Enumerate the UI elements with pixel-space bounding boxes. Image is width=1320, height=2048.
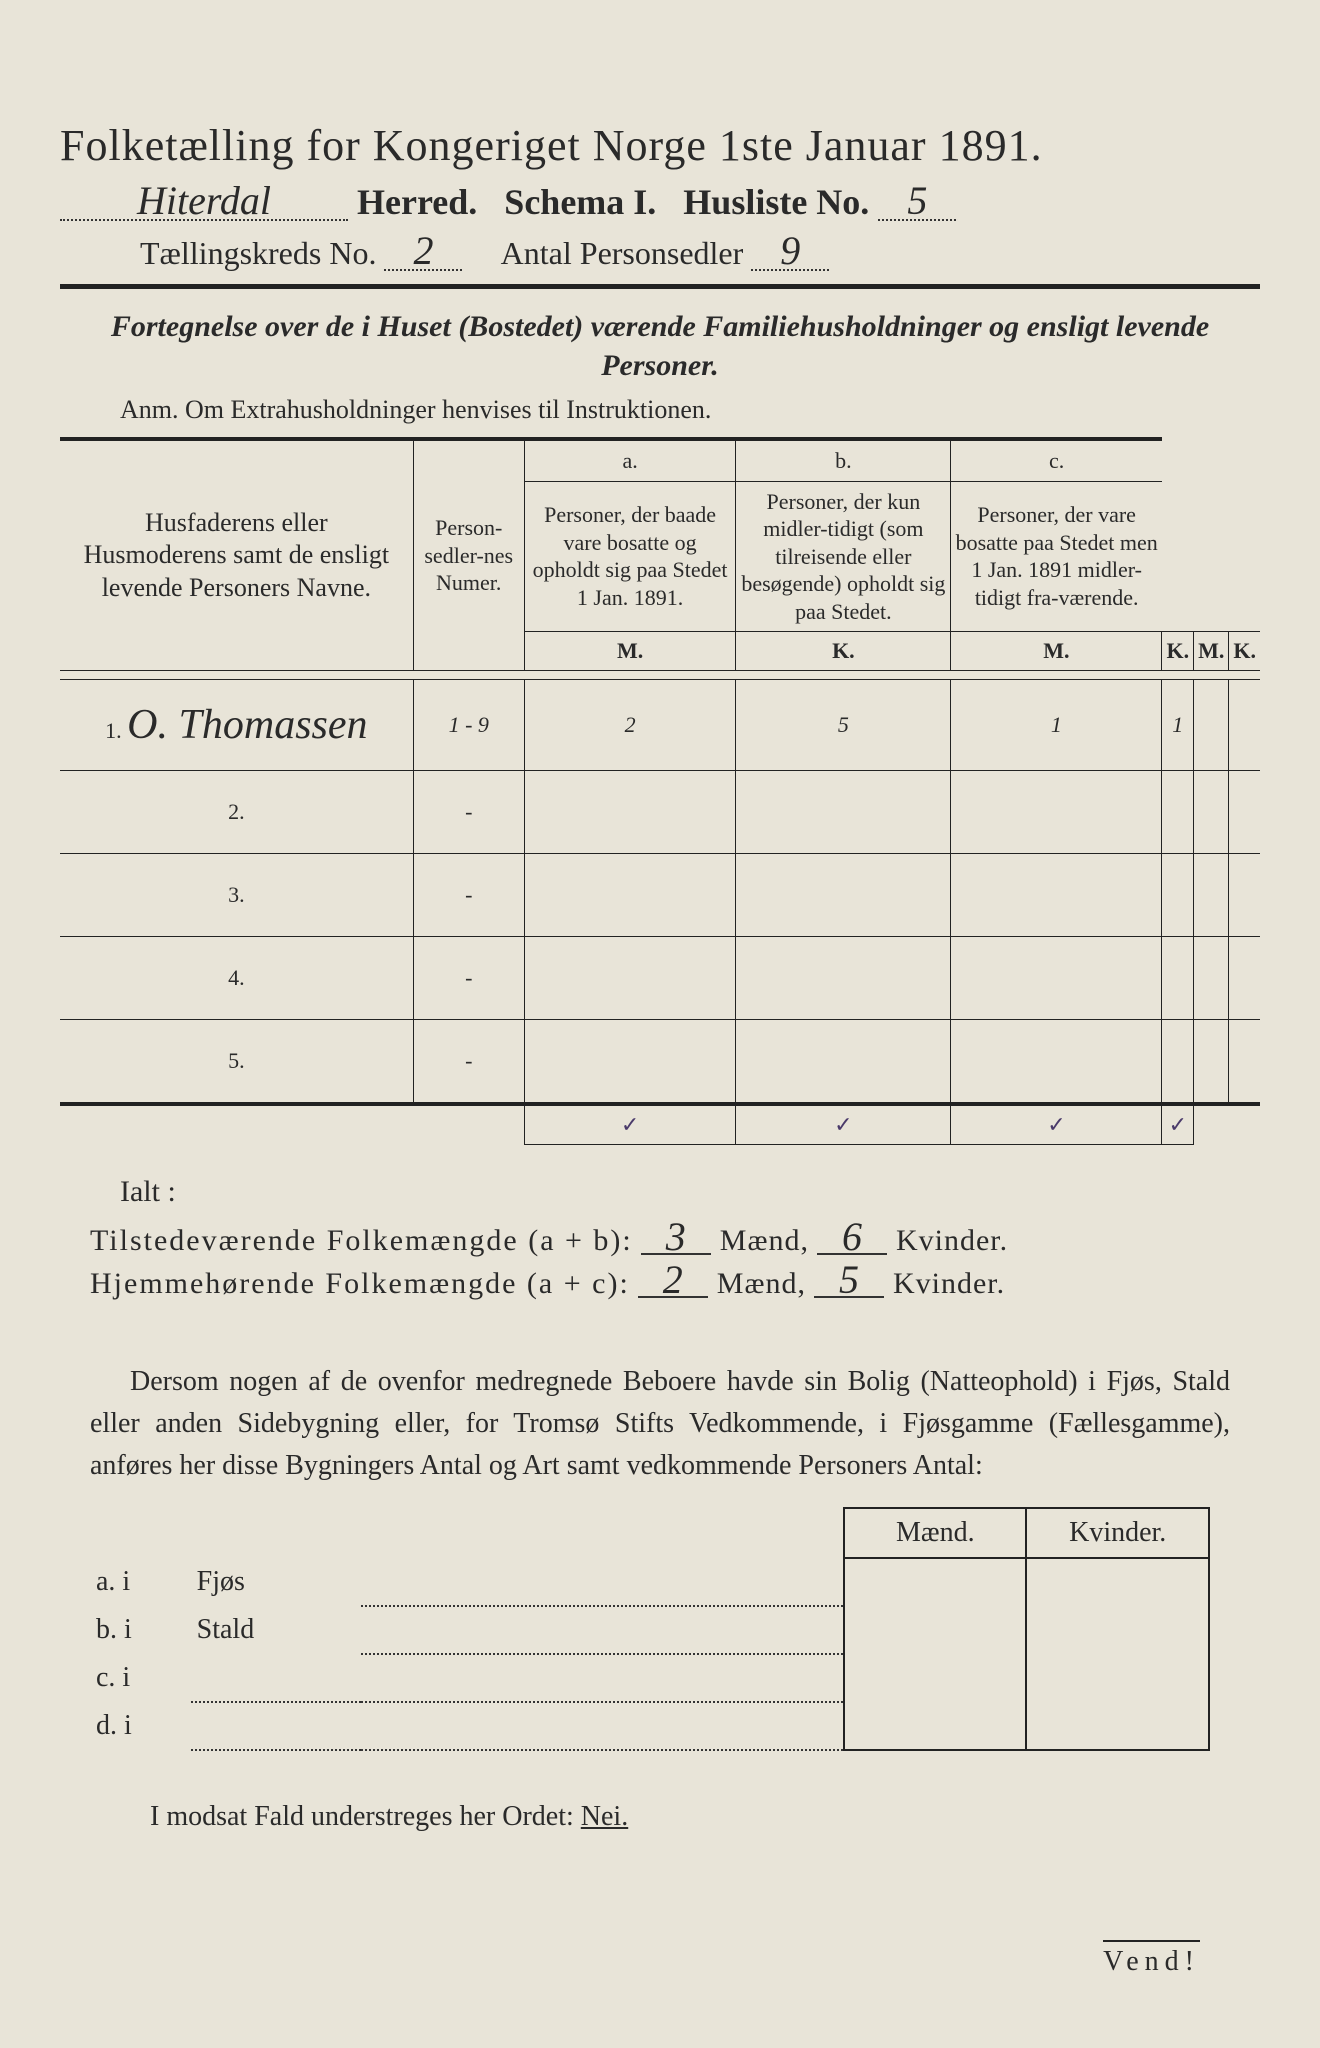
sum-value: 6 xyxy=(817,1221,887,1255)
checkmark: ✓ xyxy=(524,1104,736,1145)
row-type: Fjøs xyxy=(191,1558,361,1606)
row-type xyxy=(191,1654,361,1702)
table-row: 2. - xyxy=(60,771,1260,854)
building-row: b. i Stald xyxy=(90,1606,1209,1654)
table-row: 4. - xyxy=(60,937,1260,1020)
table-row: 5. - xyxy=(60,1020,1260,1105)
row-label: b. i xyxy=(90,1606,191,1654)
herred-label: Herred. xyxy=(357,182,477,222)
row-num: 1. xyxy=(105,718,122,743)
col-c-k: K. xyxy=(1229,632,1260,671)
row-label: d. i xyxy=(90,1702,191,1750)
col-c: Personer, der vare bosatte paa Stedet me… xyxy=(951,481,1162,632)
subtitle: Fortegnelse over de i Huset (Bostedet) v… xyxy=(60,307,1260,385)
row-name: O. Thomassen xyxy=(127,702,367,748)
col-a-k: K. xyxy=(736,632,951,671)
building-row: c. i xyxy=(90,1654,1209,1702)
cell xyxy=(1229,680,1260,771)
col-c-top: c. xyxy=(951,439,1162,481)
row-num: 3. xyxy=(60,854,413,937)
col-a-m: M. xyxy=(524,632,736,671)
cell: - xyxy=(413,854,524,937)
gap-row xyxy=(60,671,1260,680)
modsat-line: I modsat Fald understreges her Ordet: Ne… xyxy=(150,1801,1260,1833)
row-type xyxy=(191,1702,361,1750)
ialt-label: Ialt : xyxy=(120,1175,1260,1209)
husliste-label: Husliste No. xyxy=(683,182,869,222)
col-a: Personer, der baade vare bosatte og opho… xyxy=(524,481,736,632)
maend-label: Mænd, xyxy=(720,1224,809,1257)
col-b-m: M. xyxy=(951,632,1162,671)
row-num: 4. xyxy=(60,937,413,1020)
cell: - xyxy=(413,937,524,1020)
sum-line-2: Hjemmehørende Folkemængde (a + c): 2 Mæn… xyxy=(90,1264,1260,1301)
checkmark: ✓ xyxy=(1162,1104,1194,1145)
sum-value: 5 xyxy=(814,1264,884,1298)
building-row: d. i xyxy=(90,1702,1209,1750)
building-row: a. i Fjøs xyxy=(90,1558,1209,1606)
row-type: Stald xyxy=(191,1606,361,1654)
col-kvinder: Kvinder. xyxy=(1026,1508,1209,1558)
checkmark: ✓ xyxy=(951,1104,1162,1145)
cell: 5 xyxy=(736,680,951,771)
husliste-value: 5 xyxy=(878,183,956,221)
herred-line: Hiterdal Herred. Schema I. Husliste No. … xyxy=(60,181,1260,223)
nei-word: Nei. xyxy=(581,1801,628,1832)
cell xyxy=(1194,680,1229,771)
cell: - xyxy=(413,1020,524,1105)
col-b-top: b. xyxy=(736,439,951,481)
cell: - xyxy=(413,771,524,854)
check-row: ✓ ✓ ✓ ✓ xyxy=(60,1104,1260,1145)
maend-label: Mænd, xyxy=(717,1267,806,1300)
cell: 1 xyxy=(1162,680,1194,771)
table-row: 1. O. Thomassen 1 - 9 2 5 1 1 xyxy=(60,680,1260,771)
anm-note: Anm. Om Extrahusholdninger henvises til … xyxy=(120,395,1260,425)
explanatory-paragraph: Dersom nogen af de ovenfor medregnede Be… xyxy=(90,1361,1230,1487)
sum-line-1: Tilstedeværende Folkemængde (a + b): 3 M… xyxy=(90,1221,1260,1258)
divider xyxy=(60,284,1260,289)
row-num: 5. xyxy=(60,1020,413,1105)
sum-label: Tilstedeværende Folkemængde (a + b): xyxy=(90,1224,633,1257)
sum-value: 2 xyxy=(638,1264,708,1298)
kvinder-label: Kvinder. xyxy=(896,1224,1008,1257)
cell: 2 xyxy=(524,680,736,771)
cell: 1 - 9 xyxy=(413,680,524,771)
kreds-line: Tællingskreds No. 2 Antal Personsedler 9 xyxy=(140,233,1260,272)
row-label: a. i xyxy=(90,1558,191,1606)
household-table: Husfaderens eller Husmoderens samt de en… xyxy=(60,437,1260,1145)
row-label: c. i xyxy=(90,1654,191,1702)
col-a-top: a. xyxy=(524,439,736,481)
col-maend: Mænd. xyxy=(844,1508,1026,1558)
cell: 1 xyxy=(951,680,1162,771)
schema-label: Schema I. xyxy=(504,182,656,222)
row-num: 2. xyxy=(60,771,413,854)
herred-value: Hiterdal xyxy=(60,183,348,221)
sum-value: 3 xyxy=(641,1221,711,1255)
kreds-label: Tællingskreds No. xyxy=(140,235,376,271)
col-names: Husfaderens eller Husmoderens samt de en… xyxy=(60,439,413,671)
col-c-m: M. xyxy=(1194,632,1229,671)
table-row: 3. - xyxy=(60,854,1260,937)
col-num: Person-sedler-nes Numer. xyxy=(413,439,524,671)
col-b-k: K. xyxy=(1162,632,1194,671)
sum-label: Hjemmehørende Folkemængde (a + c): xyxy=(90,1267,630,1300)
census-title: Folketælling for Kongeriget Norge 1ste J… xyxy=(60,120,1260,171)
modsat-text: I modsat Fald understreges her Ordet: xyxy=(150,1801,574,1832)
col-b: Personer, der kun midler-tidigt (som til… xyxy=(736,481,951,632)
vend-footer: Vend! xyxy=(1103,1940,1200,1978)
building-table: Mænd. Kvinder. a. i Fjøs b. i Stald c. i… xyxy=(90,1507,1210,1751)
kvinder-label: Kvinder. xyxy=(893,1267,1005,1300)
kreds-value: 2 xyxy=(384,233,462,271)
checkmark: ✓ xyxy=(736,1104,951,1145)
antal-value: 9 xyxy=(751,233,829,271)
antal-label: Antal Personsedler xyxy=(501,235,744,271)
